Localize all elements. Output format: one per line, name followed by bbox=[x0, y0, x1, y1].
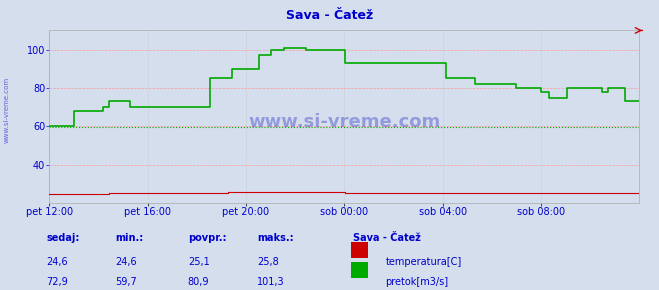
Text: Sava - Čatež: Sava - Čatež bbox=[353, 233, 420, 243]
Text: 101,3: 101,3 bbox=[257, 277, 285, 287]
Text: temperatura[C]: temperatura[C] bbox=[386, 257, 462, 267]
Text: 25,8: 25,8 bbox=[257, 257, 279, 267]
Text: povpr.:: povpr.: bbox=[188, 233, 226, 243]
Text: 24,6: 24,6 bbox=[46, 257, 68, 267]
Text: Sava - Čatež: Sava - Čatež bbox=[286, 9, 373, 22]
Text: 80,9: 80,9 bbox=[188, 277, 210, 287]
Text: pretok[m3/s]: pretok[m3/s] bbox=[386, 277, 449, 287]
Text: maks.:: maks.: bbox=[257, 233, 294, 243]
Text: sedaj:: sedaj: bbox=[46, 233, 80, 243]
Text: www.si-vreme.com: www.si-vreme.com bbox=[3, 77, 10, 143]
Text: min.:: min.: bbox=[115, 233, 144, 243]
Text: 24,6: 24,6 bbox=[115, 257, 137, 267]
Text: www.si-vreme.com: www.si-vreme.com bbox=[248, 113, 440, 131]
Text: 25,1: 25,1 bbox=[188, 257, 210, 267]
Text: 72,9: 72,9 bbox=[46, 277, 68, 287]
Text: 59,7: 59,7 bbox=[115, 277, 137, 287]
